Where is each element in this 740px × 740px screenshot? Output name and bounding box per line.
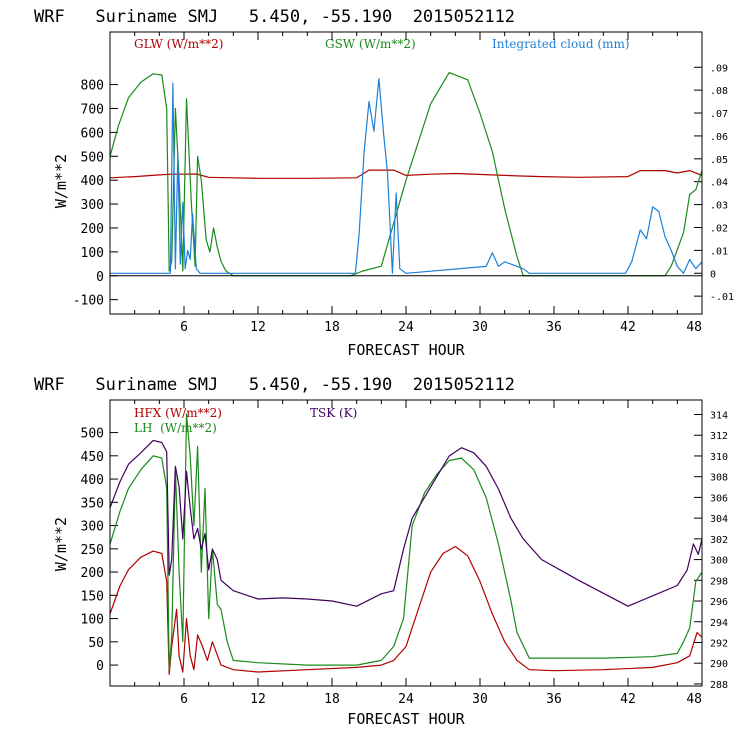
y2-tick-label: .06 bbox=[710, 132, 728, 143]
y-tick-label: 300 bbox=[81, 520, 104, 535]
y-tick-label: 500 bbox=[81, 150, 104, 165]
y2-tick-label: 300 bbox=[710, 556, 728, 567]
series-lines bbox=[109, 413, 703, 676]
y2-tick-labels: 288 290 292 294 296 298 300 302 304 306 308 310 312 3… bbox=[710, 411, 728, 691]
y2-tick-label: 288 bbox=[710, 680, 728, 691]
y-axis-label: W/m**2 bbox=[52, 154, 70, 208]
tick-marks bbox=[110, 400, 703, 686]
plot-frame bbox=[109, 399, 703, 687]
x-tick-label: 36 bbox=[546, 692, 562, 707]
x-tick-label: 30 bbox=[472, 692, 488, 707]
y2-tick-label: 292 bbox=[710, 638, 728, 649]
x-tick-label: 18 bbox=[324, 320, 340, 335]
x-tick-label: 48 bbox=[686, 692, 702, 707]
y-tick-label: 400 bbox=[81, 473, 104, 488]
y-tick-label: 100 bbox=[81, 613, 104, 628]
y2-tick-label: 312 bbox=[710, 431, 728, 442]
y-tick-label: 700 bbox=[81, 102, 104, 117]
x-tick-label: 30 bbox=[472, 320, 488, 335]
x-tick-label: 24 bbox=[398, 692, 414, 707]
series-line-gsw bbox=[109, 71, 703, 277]
y2-tick-label: 294 bbox=[710, 618, 728, 629]
y-tick-label: 200 bbox=[81, 222, 104, 237]
series-line-glw bbox=[109, 169, 703, 179]
y2-tick-label: 290 bbox=[710, 659, 728, 670]
legend-lh: LH (W/m**2) bbox=[134, 421, 217, 435]
y-axis-label: W/m**2 bbox=[52, 517, 70, 571]
legend-gsw: GSW (W/m**2) bbox=[325, 37, 416, 51]
series-line-integrated bbox=[110, 78, 703, 274]
x-tick-labels: 6 12 18 24 30 36 42 48 bbox=[180, 692, 702, 707]
y-tick-label: 400 bbox=[81, 174, 104, 189]
y2-tick-label: .07 bbox=[710, 109, 728, 120]
y-tick-label: 100 bbox=[81, 246, 104, 261]
y-tick-label: 0 bbox=[96, 270, 104, 285]
y2-tick-label: .08 bbox=[710, 86, 728, 97]
y2-tick-label: 298 bbox=[710, 576, 728, 587]
y2-tick-label: 302 bbox=[710, 535, 728, 546]
y-tick-label: 250 bbox=[81, 543, 104, 558]
y-tick-label: 450 bbox=[81, 450, 104, 465]
y2-tick-label: 306 bbox=[710, 493, 728, 504]
y-tick-label: 600 bbox=[81, 126, 104, 141]
x-tick-label: 42 bbox=[620, 320, 636, 335]
y-tick-label: 500 bbox=[81, 427, 104, 442]
legend-cloud: Integrated cloud (mm) bbox=[492, 37, 630, 51]
y2-tick-label: 310 bbox=[710, 452, 728, 463]
y-tick-label: 0 bbox=[96, 659, 104, 674]
x-tick-label: 6 bbox=[180, 692, 188, 707]
y2-tick-label: .03 bbox=[710, 201, 728, 212]
x-tick-label: 24 bbox=[398, 320, 414, 335]
x-axis-label: FORECAST HOUR bbox=[347, 710, 465, 728]
x-tick-label: 12 bbox=[250, 320, 266, 335]
legend-glw: GLW (W/m**2) bbox=[134, 37, 223, 51]
y2-tick-label: .01 bbox=[710, 246, 728, 257]
y2-tick-labels: -.01 0 .01 .02 .03 .04 .05 .06 .07 .08 .09 bbox=[710, 63, 734, 303]
x-tick-labels: 6 12 18 24 30 36 42 48 bbox=[180, 320, 702, 335]
series-lines bbox=[109, 71, 703, 277]
series-line-lh bbox=[109, 413, 703, 671]
tick-marks bbox=[110, 32, 703, 314]
flux-temperature-chart: WRF Suriname SMJ 5.450, -55.190 20150521… bbox=[34, 375, 728, 728]
y-tick-label: 350 bbox=[81, 496, 104, 511]
y-tick-label: 300 bbox=[81, 198, 104, 213]
y2-tick-label: 0 bbox=[710, 269, 716, 280]
y-tick-labels: -100 0 100 200 300 400 500 600 700 800 bbox=[73, 79, 104, 309]
y2-tick-label: .05 bbox=[710, 155, 728, 166]
x-tick-label: 6 bbox=[180, 320, 188, 335]
radiation-cloud-chart: WRF Suriname SMJ 5.450, -55.190 20150521… bbox=[34, 7, 734, 359]
y2-tick-label: 308 bbox=[710, 473, 728, 484]
y-tick-label: 50 bbox=[88, 636, 104, 651]
y-tick-label: 800 bbox=[81, 79, 104, 94]
plot-frame bbox=[109, 31, 703, 315]
series-line-tsk bbox=[109, 439, 703, 607]
y2-tick-label: .04 bbox=[710, 178, 728, 189]
y2-tick-label: -.01 bbox=[710, 292, 734, 303]
chart-title: WRF Suriname SMJ 5.450, -55.190 20150521… bbox=[34, 7, 515, 27]
y2-tick-label: 314 bbox=[710, 411, 728, 422]
chart-title: WRF Suriname SMJ 5.450, -55.190 20150521… bbox=[34, 375, 515, 395]
legend-tsk: TSK (K) bbox=[310, 406, 357, 420]
y2-tick-label: 296 bbox=[710, 597, 728, 608]
x-tick-label: 12 bbox=[250, 692, 266, 707]
y2-tick-label: .02 bbox=[710, 223, 728, 234]
legend-hfx: HFX (W/m**2) bbox=[134, 406, 222, 420]
y-tick-label: 150 bbox=[81, 589, 104, 604]
y2-tick-label: .09 bbox=[710, 63, 728, 74]
y-tick-label: 200 bbox=[81, 566, 104, 581]
x-tick-label: 36 bbox=[546, 320, 562, 335]
y-tick-labels: 0 50 100 150 200 250 300 350 400 450 500 bbox=[81, 427, 104, 675]
x-tick-label: 42 bbox=[620, 692, 636, 707]
y-tick-label: -100 bbox=[73, 294, 104, 309]
x-tick-label: 18 bbox=[324, 692, 340, 707]
x-tick-label: 48 bbox=[686, 320, 702, 335]
y2-tick-label: 304 bbox=[710, 514, 728, 525]
x-axis-label: FORECAST HOUR bbox=[347, 341, 465, 359]
